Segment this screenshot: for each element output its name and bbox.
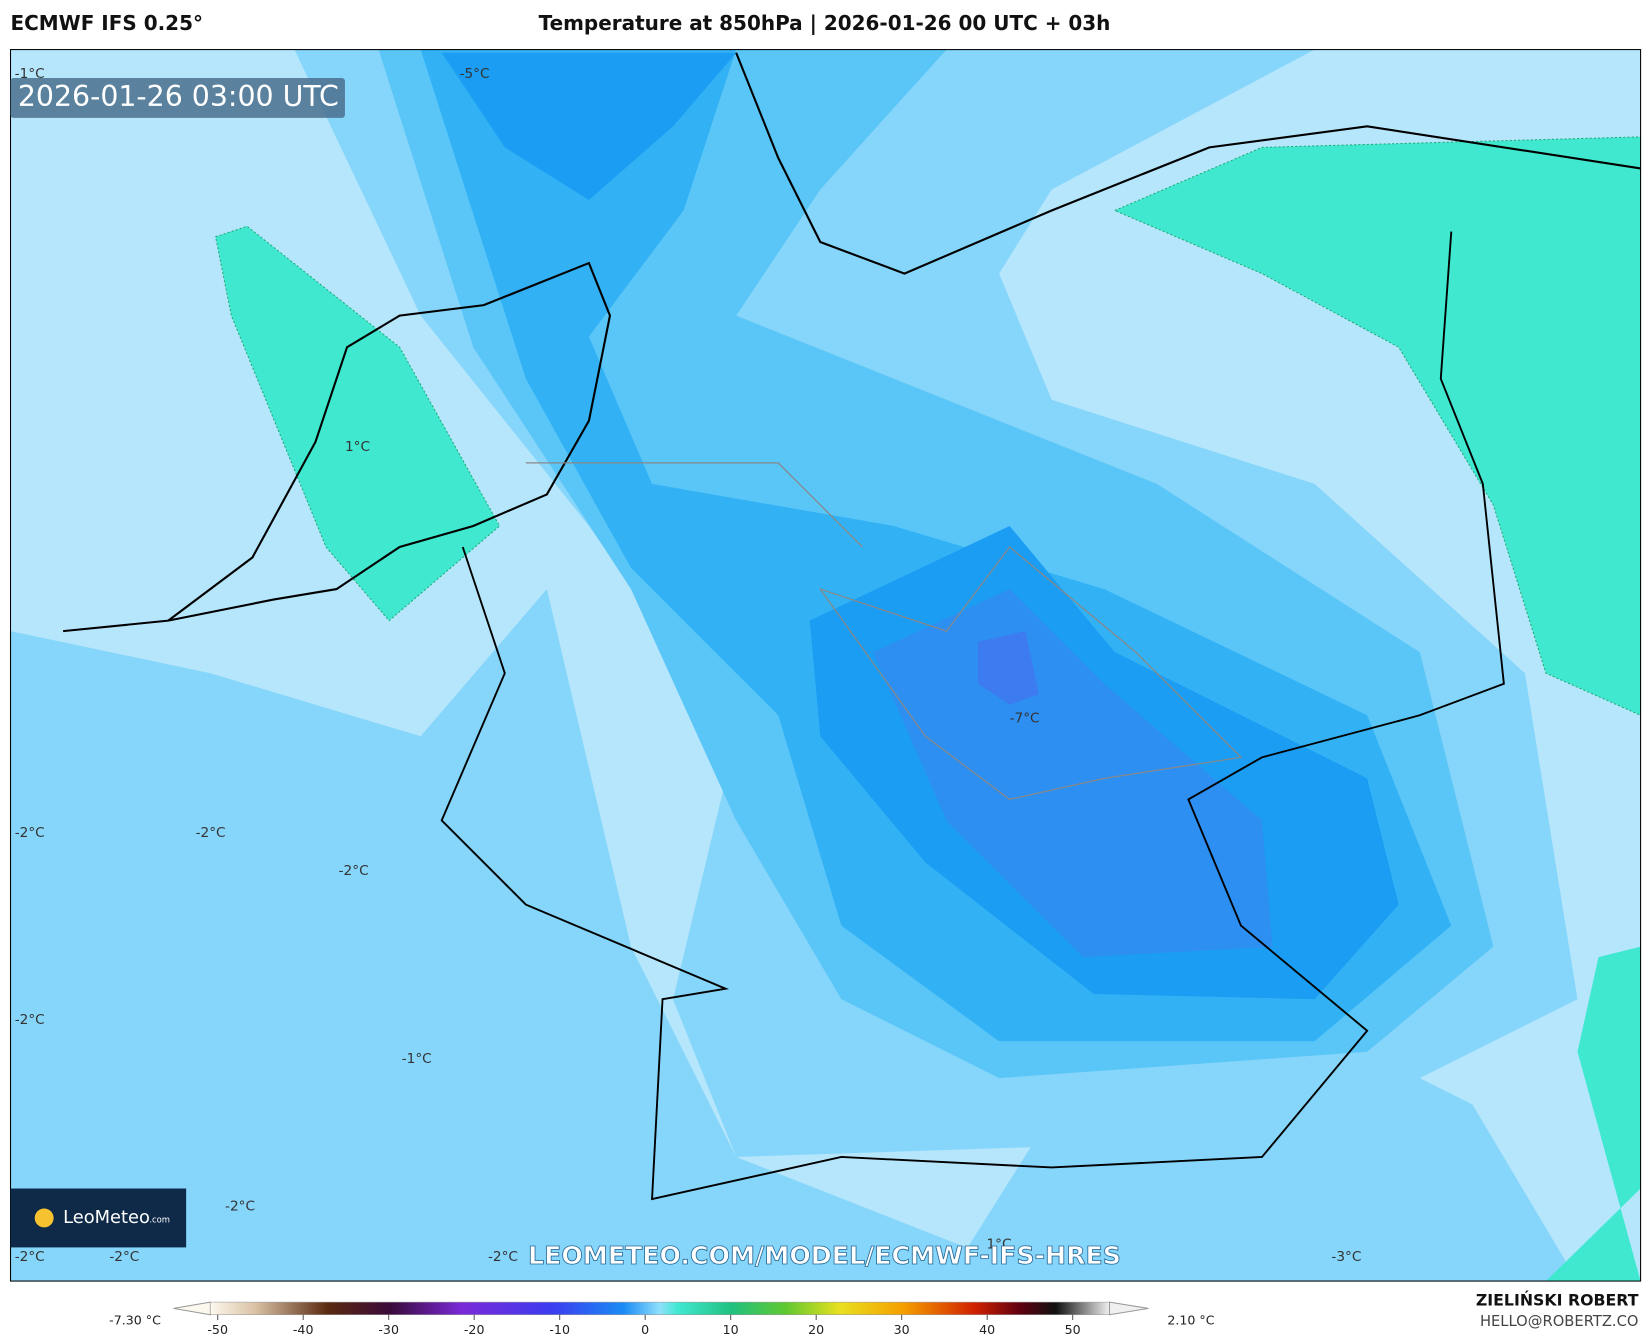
model-name: ECMWF IFS 0.25°: [11, 11, 203, 35]
contour: [1545, 946, 1641, 1282]
colorbar-tick-label: 10: [723, 1322, 739, 1337]
map: [10, 49, 1641, 1282]
logo-sun: [34, 1208, 54, 1228]
timestamp-box: [10, 77, 345, 118]
contour: [10, 589, 1052, 1282]
logo-text: LeoMeteo: [63, 1207, 150, 1228]
contour-label: -2°C: [15, 1249, 45, 1265]
colorbar-tick-label: -50: [207, 1322, 228, 1337]
colorbar-tick-label: -10: [549, 1322, 570, 1337]
contour-label: 1°C: [986, 1236, 1011, 1252]
contour-label: -2°C: [196, 825, 226, 841]
contour: [214, 225, 501, 622]
map-frame: [9, 49, 1642, 1282]
colorbar-tick-label: -20: [464, 1322, 485, 1337]
border: [525, 462, 1243, 801]
contour-label: -2°C: [109, 1249, 139, 1265]
contour: [441, 52, 737, 200]
colorbar-tick-label: 40: [979, 1322, 995, 1337]
map-title: Temperature at 850hPa | 2026-01-26 00 UT…: [539, 11, 1111, 35]
contour-label: -2°C: [488, 1249, 518, 1265]
colorbar-tick-label: 30: [894, 1322, 910, 1337]
logo-suffix: .com: [149, 1215, 170, 1225]
contour: [978, 631, 1040, 705]
colorbar-min-arrow: [173, 1301, 211, 1316]
contour-label: -2°C: [15, 1012, 45, 1028]
contour-labels: -1°C -5°C 1°C -7°C -2°C -2°C -2°C -2°C -1°C -2°C -…: [15, 66, 1362, 1265]
contour-label: -2°C: [339, 863, 369, 879]
colorbar-max-arrow: [1108, 1301, 1149, 1316]
colorbar-tick-label: 20: [808, 1322, 824, 1337]
email: HELLO@ROBERTZ.CO: [1480, 1313, 1639, 1330]
timestamp: 2026-01-26 03:00 UTC: [18, 80, 339, 113]
contour-label: -2°C: [15, 825, 45, 841]
border: [440, 231, 1505, 1201]
watermark: LEOMETEO.COM/MODEL/ECMWF-IFS-HRES: [528, 1241, 1121, 1270]
colorbar-tick-label: -30: [378, 1322, 399, 1337]
contour-label: -5°C: [460, 66, 490, 82]
colorbar: [210, 1301, 1110, 1315]
author: ZIELIŃSKI ROBERT: [1476, 1291, 1639, 1310]
colorbar-tick-label: -40: [293, 1322, 314, 1337]
contour: [1113, 136, 1641, 716]
colorbar-tick-label: 0: [641, 1322, 649, 1337]
colorbar-min-label: -7.30 °C: [109, 1313, 161, 1328]
contour-label: -2°C: [225, 1198, 255, 1214]
contour-label: 1°C: [345, 439, 370, 455]
contour-label: -3°C: [1331, 1249, 1361, 1265]
coastline: [735, 52, 1641, 275]
coastline: [62, 261, 612, 633]
contour: [872, 589, 1273, 958]
contour-label: -7°C: [1010, 710, 1040, 726]
colorbar-tick-label: 50: [1065, 1322, 1081, 1337]
contour-label: -1°C: [15, 66, 45, 82]
contour-label: -1°C: [402, 1051, 432, 1067]
colorbar-ticks: -50 -40 -30 -20 -10 0 10 20 30 40 50: [207, 1314, 1081, 1337]
colorbar-max-label: 2.10 °C: [1167, 1313, 1214, 1328]
